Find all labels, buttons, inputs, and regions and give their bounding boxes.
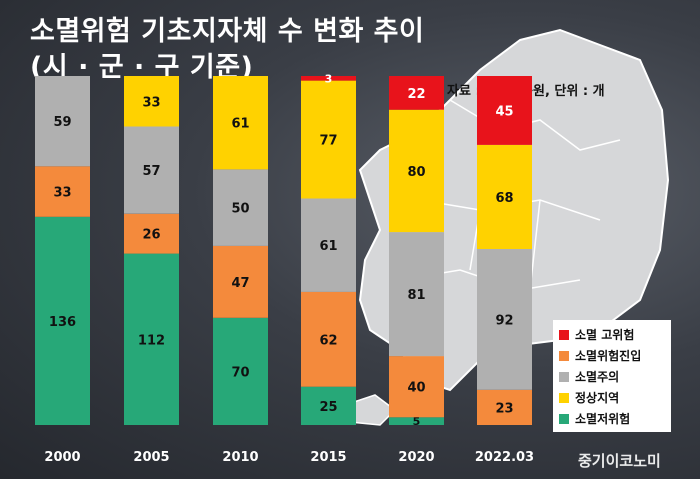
legend-swatch bbox=[559, 413, 569, 424]
data-label: 40 bbox=[407, 381, 425, 396]
bar-segment bbox=[213, 169, 268, 246]
legend-item: 소멸위험진입 bbox=[559, 345, 665, 366]
legend-swatch bbox=[559, 392, 569, 403]
bar-segment bbox=[389, 109, 444, 233]
data-label: 68 bbox=[495, 191, 513, 206]
bar-segment bbox=[124, 213, 179, 254]
data-label: 45 bbox=[495, 105, 513, 120]
data-label: 50 bbox=[231, 202, 249, 217]
legend-label: 소멸 고위험 bbox=[575, 328, 635, 342]
bar-segment bbox=[213, 245, 268, 318]
x-tick-label: 2010 bbox=[222, 450, 258, 465]
bar-segment bbox=[301, 291, 356, 387]
x-tick-label: 2020 bbox=[398, 450, 434, 465]
data-label: 23 bbox=[495, 401, 513, 416]
data-label: 77 bbox=[319, 134, 337, 149]
legend-swatch bbox=[559, 371, 569, 382]
data-label: 25 bbox=[319, 400, 337, 415]
brand-logo-text: 중기이코노미 bbox=[578, 452, 661, 470]
bar-segment bbox=[477, 76, 532, 145]
data-label: 57 bbox=[142, 164, 160, 179]
bar-segment bbox=[35, 166, 90, 217]
data-label: 62 bbox=[319, 333, 337, 348]
data-label: 5 bbox=[413, 415, 421, 428]
data-label: 70 bbox=[231, 365, 249, 380]
data-label: 26 bbox=[142, 228, 160, 243]
legend-label: 소멸저위험 bbox=[575, 412, 631, 426]
chart-title-line-1: 소멸위험 기초지자체 수 변화 추이 bbox=[30, 16, 425, 47]
bar-segment bbox=[301, 80, 356, 199]
data-label: 136 bbox=[49, 315, 76, 330]
bar-segment bbox=[389, 417, 444, 425]
bar-segment bbox=[301, 198, 356, 292]
bar-segment bbox=[124, 253, 179, 425]
bar-segment bbox=[213, 76, 268, 170]
data-label: 92 bbox=[495, 313, 513, 328]
bar-segment bbox=[477, 249, 532, 390]
data-label: 22 bbox=[407, 87, 425, 102]
x-tick-label: 2005 bbox=[133, 450, 169, 465]
legend-item: 소멸주의 bbox=[559, 366, 665, 387]
bar-segment bbox=[389, 356, 444, 418]
legend-label: 소멸주의 bbox=[575, 370, 620, 384]
data-label: 80 bbox=[407, 165, 425, 180]
legend-label: 정상지역 bbox=[575, 391, 620, 405]
data-label: 47 bbox=[231, 276, 249, 291]
data-label: 112 bbox=[138, 333, 165, 348]
data-label: 59 bbox=[53, 115, 71, 130]
bar-segment bbox=[124, 126, 179, 214]
legend: 소멸 고위험 소멸위험진입 소멸주의 정상지역 소멸저위험 bbox=[553, 320, 671, 432]
legend-item: 정상지역 bbox=[559, 387, 665, 408]
bar-segment bbox=[301, 76, 356, 81]
bar-segment bbox=[35, 76, 90, 167]
bar-segment bbox=[477, 389, 532, 425]
data-label: 81 bbox=[407, 288, 425, 303]
bar-segment bbox=[389, 232, 444, 357]
legend-label: 소멸위험진입 bbox=[575, 349, 642, 363]
bar-segment bbox=[389, 76, 444, 110]
x-tick-label: 2000 bbox=[44, 450, 80, 465]
bar-segment bbox=[213, 317, 268, 425]
data-label: 3 bbox=[325, 72, 333, 85]
data-label: 61 bbox=[231, 117, 249, 132]
x-tick-label: 2022.03 bbox=[475, 450, 534, 465]
data-label: 33 bbox=[53, 186, 71, 201]
x-tick-label: 2015 bbox=[310, 450, 346, 465]
legend-item: 소멸 고위험 bbox=[559, 324, 665, 345]
bar-segment bbox=[477, 144, 532, 249]
data-label: 33 bbox=[142, 95, 160, 110]
legend-swatch bbox=[559, 350, 569, 361]
bar-segment bbox=[35, 216, 90, 425]
bar-segment bbox=[124, 76, 179, 127]
data-label: 61 bbox=[319, 239, 337, 254]
legend-item: 소멸저위험 bbox=[559, 408, 665, 429]
legend-swatch bbox=[559, 329, 569, 340]
bar-segment bbox=[301, 386, 356, 425]
